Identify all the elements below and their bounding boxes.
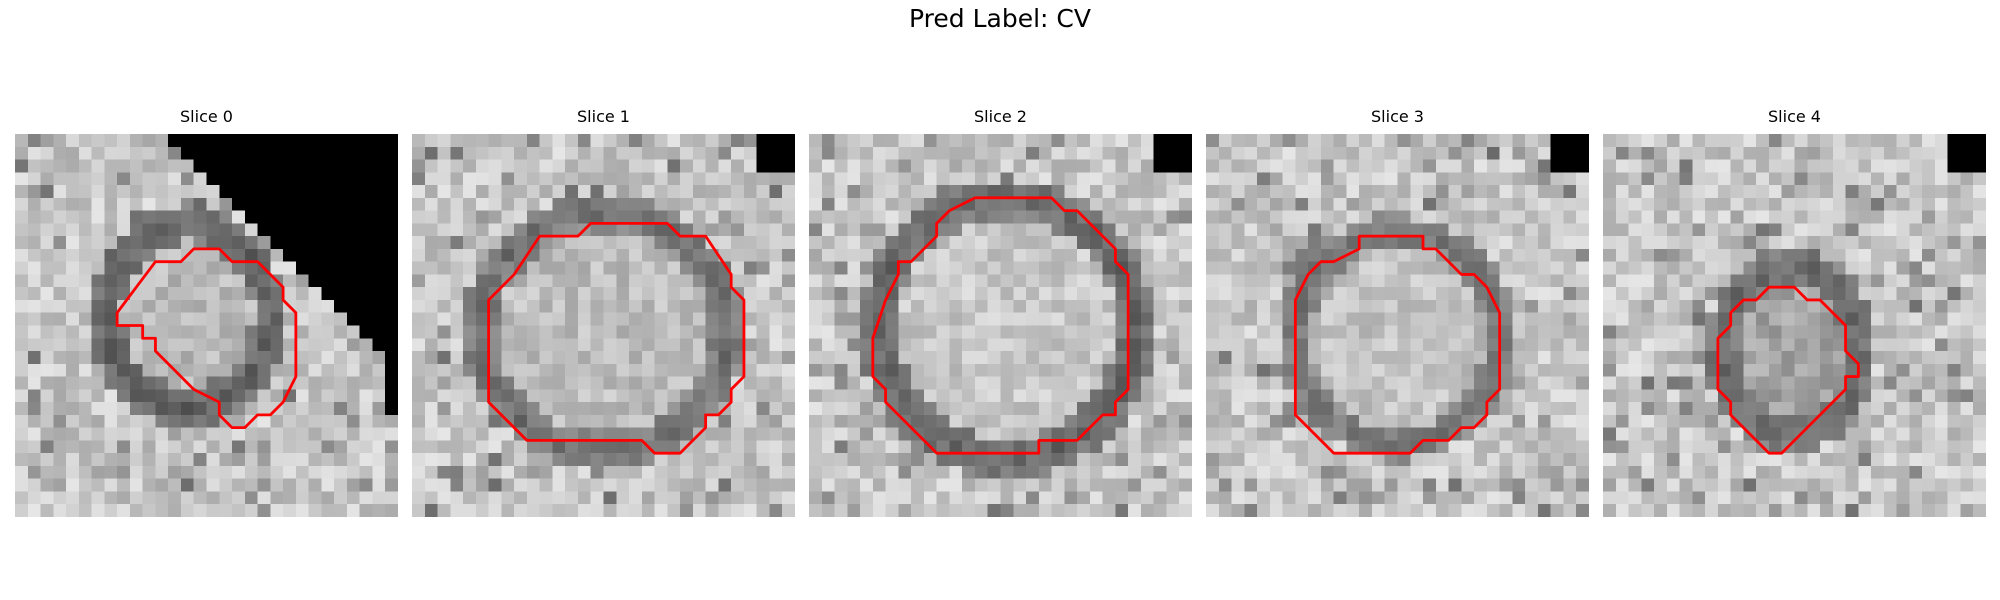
slice-panel-1: Slice 1 [412,107,795,517]
slice-panel-2: Slice 2 [809,107,1192,517]
slice-panel-4: Slice 4 [1603,107,1986,517]
slice-panel-3: Slice 3 [1206,107,1589,517]
segmentation-contour [871,196,1130,455]
slice-image-2 [809,134,1192,517]
segmentation-contour [115,247,298,430]
slice-title-3: Slice 3 [1371,107,1424,126]
slice-image-0 [15,134,398,517]
slice-panel-0: Slice 0 [15,107,398,517]
slice-image-1 [412,134,795,517]
slice-title-4: Slice 4 [1768,107,1821,126]
segmentation-contour [487,221,746,455]
segmentation-contour [1293,234,1502,455]
slice-image-3 [1206,134,1589,517]
figure-title: Pred Label: CV [909,4,1091,33]
segmentation-contour [1716,285,1860,455]
slice-title-2: Slice 2 [974,107,1027,126]
slice-title-0: Slice 0 [180,107,233,126]
slice-title-1: Slice 1 [577,107,630,126]
slice-image-4 [1603,134,1986,517]
